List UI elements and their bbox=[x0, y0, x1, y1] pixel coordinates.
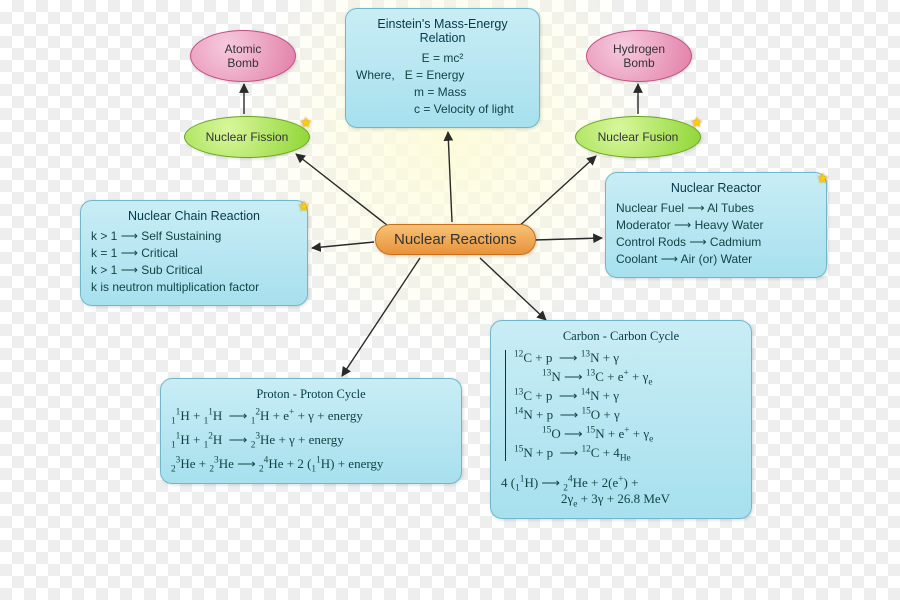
def-c: c = Velocity of light bbox=[414, 102, 529, 116]
chain-box: ★ Nuclear Chain Reaction k > 1 ⟶ Self Su… bbox=[80, 200, 308, 306]
pp-eq: 11H + 12H ⟶ 23He + γ + energy bbox=[171, 432, 451, 448]
star-icon: ★ bbox=[816, 170, 829, 187]
fission-node: Nuclear Fission ★ bbox=[184, 116, 310, 158]
cc-net: 4 (11H) ⟶ 24He + 2(e+) + 2γe + 3γ + 26.8… bbox=[501, 475, 741, 507]
star-icon: ★ bbox=[690, 114, 703, 131]
fission-label: Nuclear Fission bbox=[206, 130, 289, 144]
einstein-title: Einstein's Mass-Energy Relation bbox=[356, 17, 529, 45]
proton-cycle-box: Proton - Proton Cycle 11H + 11H ⟶ 12H + … bbox=[160, 378, 462, 484]
star-icon: ★ bbox=[299, 114, 312, 131]
fusion-node: Nuclear Fusion ★ bbox=[575, 116, 701, 158]
cc-eq: 13N ⟶ 13C + e+ + γe bbox=[542, 369, 741, 385]
def-m: m = Mass bbox=[414, 85, 529, 99]
carbon-cycle-box: Carbon - Carbon Cycle 12C + p ⟶ 13N + γ … bbox=[490, 320, 752, 519]
hydrogen-bomb-node: Hydrogen Bomb bbox=[586, 30, 692, 82]
def-e: E = Energy bbox=[405, 68, 465, 82]
chain-row: k = 1 ⟶ Critical bbox=[91, 246, 297, 260]
cc-eq: 15N + p ⟶ 12C + 4He bbox=[514, 445, 741, 461]
atomic-bomb-label: Atomic Bomb bbox=[225, 42, 262, 70]
cc-eq: 12C + p ⟶ 13N + γ bbox=[514, 350, 741, 366]
chain-row: k > 1 ⟶ Sub Critical bbox=[91, 263, 297, 277]
center-label: Nuclear Reactions bbox=[394, 231, 517, 248]
reactor-row: Moderator ⟶ Heavy Water bbox=[616, 218, 816, 232]
cc-eq: 15O ⟶ 15N + e+ + γe bbox=[542, 426, 741, 442]
reactor-row: Nuclear Fuel ⟶ Al Tubes bbox=[616, 201, 816, 215]
hydrogen-bomb-label: Hydrogen Bomb bbox=[613, 42, 665, 70]
proton-title: Proton - Proton Cycle bbox=[171, 387, 451, 402]
pp-eq: 23He + 23He ⟶ 24He + 2 (11H) + energy bbox=[171, 456, 451, 472]
chain-row: k > 1 ⟶ Self Sustaining bbox=[91, 229, 297, 243]
einstein-eq: E = mc² bbox=[356, 51, 529, 65]
pp-eq: 11H + 11H ⟶ 12H + e+ + γ + energy bbox=[171, 408, 451, 424]
einstein-box: Einstein's Mass-Energy Relation E = mc² … bbox=[345, 8, 540, 128]
reactor-row: Coolant ⟶ Air (or) Water bbox=[616, 252, 816, 266]
where-label: Where, bbox=[356, 68, 395, 82]
star-icon: ★ bbox=[297, 198, 310, 215]
center-node: Nuclear Reactions bbox=[375, 224, 536, 255]
cc-eq: 14N + p ⟶ 15O + γ bbox=[514, 407, 741, 423]
reactor-title: Nuclear Reactor bbox=[616, 181, 816, 195]
cc-eq: 13C + p ⟶ 14N + γ bbox=[514, 388, 741, 404]
carbon-title: Carbon - Carbon Cycle bbox=[501, 329, 741, 344]
atomic-bomb-node: Atomic Bomb bbox=[190, 30, 296, 82]
chain-title: Nuclear Chain Reaction bbox=[91, 209, 297, 223]
chain-note: k is neutron multiplication factor bbox=[91, 280, 297, 294]
fusion-label: Nuclear Fusion bbox=[598, 130, 679, 144]
reactor-row: Control Rods ⟶ Cadmium bbox=[616, 235, 816, 249]
reactor-box: ★ Nuclear Reactor Nuclear Fuel ⟶ Al Tube… bbox=[605, 172, 827, 278]
